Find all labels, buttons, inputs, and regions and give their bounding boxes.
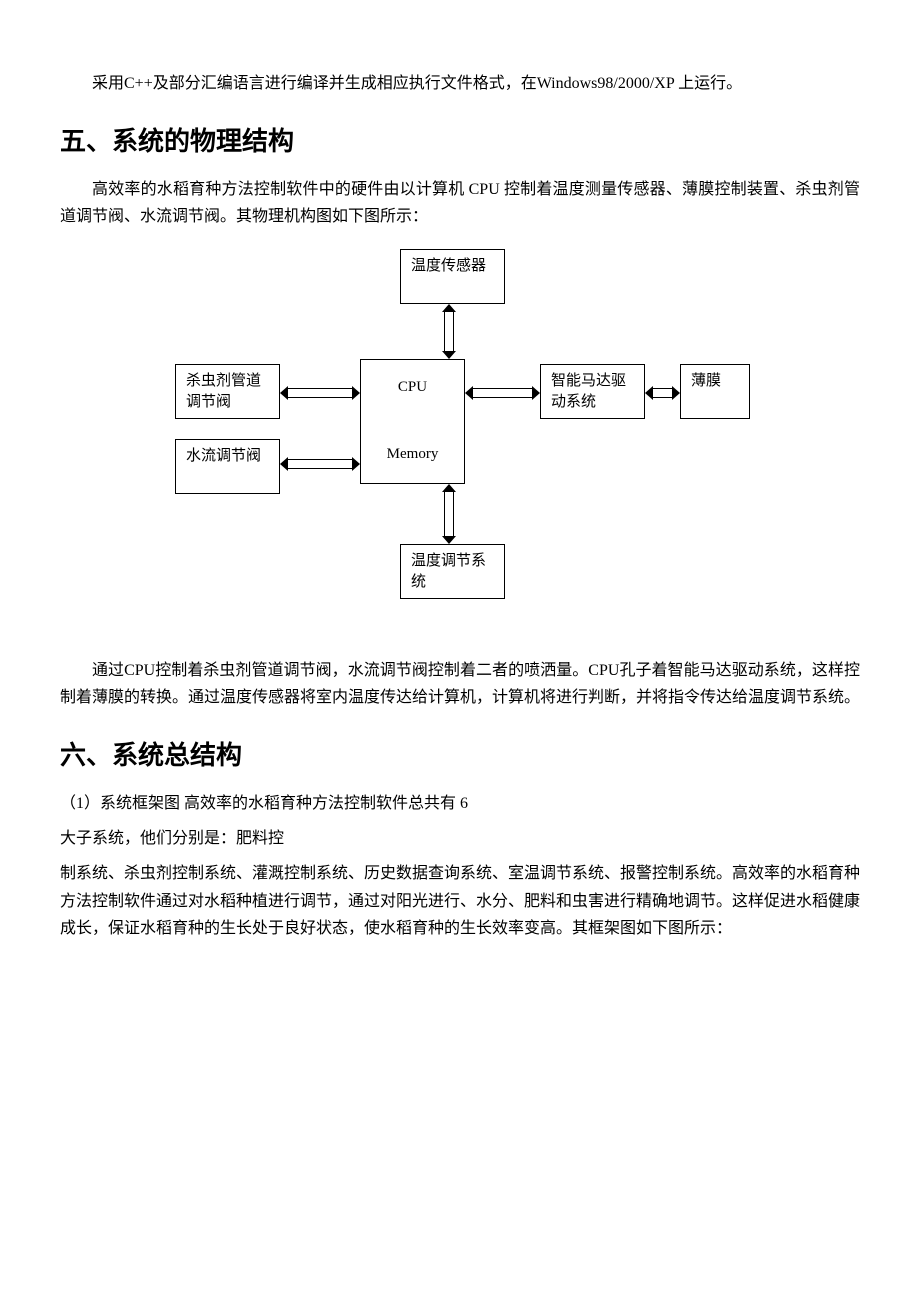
- node-temp_ctrl: 温度调节系统: [400, 544, 505, 599]
- paragraph-section6-body: 制系统、杀虫剂控制系统、灌溉控制系统、历史数据查询系统、室温调节系统、报警控制系…: [60, 860, 860, 942]
- arrow-v-1: [442, 484, 456, 544]
- paragraph-section5-intro: 高效率的水稻育种方法控制软件中的硬件由以计算机 CPU 控制着温度测量传感器、薄…: [60, 176, 860, 230]
- arrow-h-1: [280, 457, 360, 471]
- paragraph-section6-line2: 大子系统，他们分别是：肥料控: [60, 825, 860, 852]
- arrow-h-0: [280, 386, 360, 400]
- physical-structure-diagram: 温度传感器杀虫剂管道调节阀水流调节阀 CPUMemory 智能马达驱动系统薄膜温度调…: [60, 249, 860, 629]
- node-temp_sensor: 温度传感器: [400, 249, 505, 304]
- heading-section-6: 六、系统总结构: [60, 735, 860, 772]
- paragraph-section5-desc: 通过CPU控制着杀虫剂管道调节阀，水流调节阀控制着二者的喷洒量。CPU孔子着智能…: [60, 657, 860, 711]
- arrow-h-3: [645, 386, 680, 400]
- paragraph-section6-line1: （1）系统框架图 高效率的水稻育种方法控制软件总共有 6: [60, 790, 860, 817]
- paragraph-intro: 采用C++及部分汇编语言进行编译并生成相应执行文件格式，在Windows98/2…: [60, 70, 860, 97]
- node-water: 水流调节阀: [175, 439, 280, 494]
- node-pesticide: 杀虫剂管道调节阀: [175, 364, 280, 419]
- arrow-v-0: [442, 304, 456, 359]
- node-motor: 智能马达驱动系统: [540, 364, 645, 419]
- heading-section-5: 五、系统的物理结构: [60, 121, 860, 158]
- node-cpu: CPUMemory: [360, 359, 465, 484]
- arrow-h-2: [465, 386, 540, 400]
- node-film: 薄膜: [680, 364, 750, 419]
